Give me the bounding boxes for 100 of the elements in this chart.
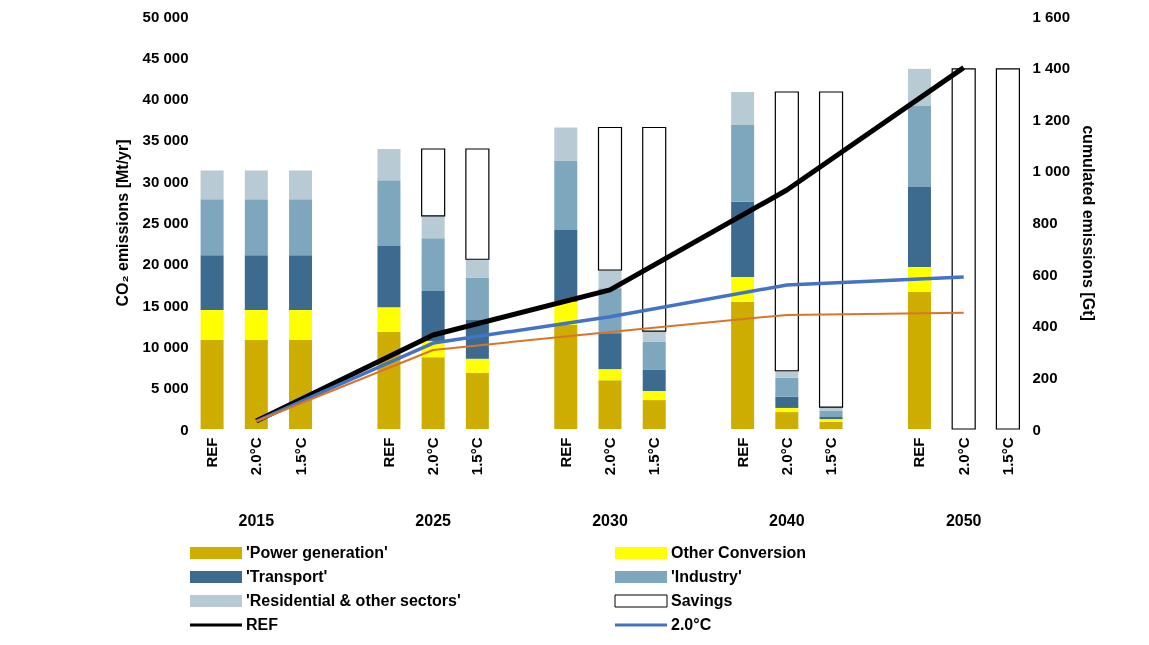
bar [244,199,268,256]
bar [554,229,578,302]
x-tick-label: 1.5°C [822,437,840,476]
bar [907,186,931,268]
bar [554,127,578,161]
bar [642,331,666,342]
bar [731,91,755,126]
x-tick-label: REF [379,437,397,468]
y2-tick-label: 1 000 [1032,162,1071,180]
bar [377,246,401,308]
y2-axis-title: cumulated emissions [Gt] [1080,125,1098,321]
y-tick-label: 15 000 [142,296,189,314]
bar [819,410,843,418]
text: 2015 [238,512,275,529]
bar [907,106,931,187]
x-tick-label: 1.5°C [468,437,486,476]
y-axis-title: CO₂ emissions [Mt/yr] [113,139,131,307]
y-tick-label: 40 000 [142,90,189,108]
y-tick-label: 10 000 [142,337,189,355]
x-tick-label: REF [910,437,928,468]
bar [244,170,268,200]
bar [377,148,401,181]
bar [421,148,446,217]
bar [598,333,622,370]
legend-label: Other Conversion [671,544,807,561]
legend-label: Savings [671,592,733,609]
legend-label: 'Industry' [671,568,742,585]
bar [289,170,313,200]
bar [377,307,401,332]
x-tick-label: 1.5°C [291,437,309,476]
y2-tick-label: 1 400 [1032,59,1071,77]
y-tick-label: 45 000 [142,48,189,66]
x-tick-label: REF [733,437,751,468]
y-tick-label: 35 000 [142,131,189,149]
legend-label: 2.0°C [671,616,712,633]
line-series [254,275,966,424]
y2-tick-label: 400 [1032,317,1058,335]
y-tick-label: 30 000 [142,172,189,190]
legend-label: REF [246,616,279,633]
x-tick-label: 2.0°C [601,437,618,476]
bar [642,400,666,429]
bar [465,148,490,260]
text: 2025 [415,512,452,529]
bar [775,370,799,378]
bar [907,291,931,429]
bar [554,160,578,230]
y2-tick-label: 200 [1032,368,1058,386]
bar [775,407,799,413]
y2-tick-label: 600 [1032,265,1058,283]
bar [731,301,755,429]
y2-tick-label: 800 [1032,214,1058,231]
bar [289,255,313,311]
legend-label: 'Power generation' [246,544,388,561]
y-tick-label: 50 000 [142,7,189,25]
bar [731,201,755,278]
bar [642,369,666,391]
y-tick-label: 20 000 [142,255,189,273]
bar [731,125,755,202]
x-tick-label: 2.0°C [247,437,265,476]
y2-tick-label: 0 [1032,420,1041,438]
bar [421,215,445,239]
bar [774,91,799,372]
bar [289,199,313,256]
bar [597,126,623,271]
bar [244,310,268,340]
x-tick-label: 2.0°C [424,437,442,476]
x-tick-label: REF [203,437,221,468]
y2-tick-label: 1 200 [1032,110,1071,128]
text: 2030 [592,512,628,529]
bar [598,369,622,381]
bar [995,68,1020,430]
bar [200,339,224,429]
x-tick-label: REF [556,437,574,468]
y2-tick-label: 1 600 [1032,7,1071,25]
bar [377,180,401,247]
bar [775,377,799,397]
bar [819,421,843,429]
bar [465,372,489,429]
legend-label: 'Residential & other sectors' [246,592,461,609]
line-series [255,311,965,423]
bar [244,339,268,429]
legend-label: 'Transport' [246,568,328,585]
x-tick-label: 2.0°C [954,437,972,476]
bar [200,310,224,340]
y-tick-label: 5 000 [150,379,189,397]
bar [642,341,666,370]
bar [775,412,799,429]
bar [200,199,224,256]
bar [421,238,445,292]
x-tick-label: 1.5°C [645,437,663,476]
x-tick-label: 2.0°C [777,437,795,476]
bar [465,358,489,373]
y-tick-label: 0 [180,420,189,438]
bar [642,391,666,401]
bar [554,324,578,429]
bar [421,357,445,429]
x-tick-label: 1.5°C [998,437,1016,476]
bar [818,91,844,408]
bar [200,255,224,311]
bar [775,396,799,408]
